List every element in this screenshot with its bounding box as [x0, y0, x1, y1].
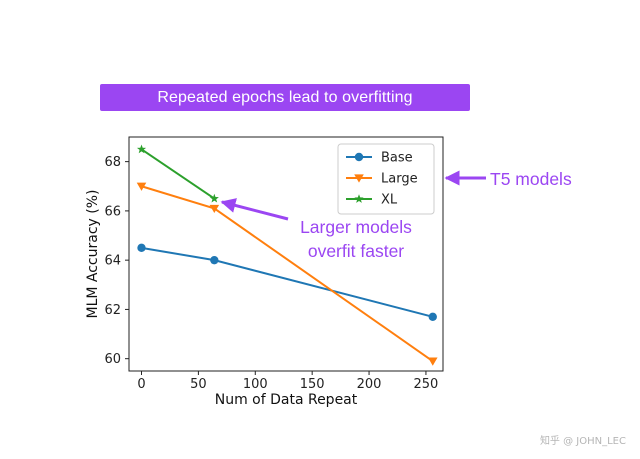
data-point-large: [427, 357, 438, 366]
y-axis-title: MLM Accuracy (%): [85, 189, 101, 318]
legend-label-base: Base: [381, 151, 413, 166]
data-point-large: [209, 204, 220, 214]
legend-box: [337, 143, 435, 215]
x-tick-label: 100: [243, 377, 268, 392]
x-tick-label: 150: [300, 377, 325, 392]
overfit-label-line1: Larger models: [300, 217, 412, 237]
t5-models-label: T5 models: [490, 169, 572, 189]
y-tick-label: 68: [104, 155, 121, 170]
legend-label-xl: XL: [381, 193, 398, 208]
overfit-arrow: [220, 198, 289, 221]
banner-title: Repeated epochs lead to overfitting: [157, 88, 413, 106]
y-tick-label: 62: [104, 303, 121, 318]
y-tick-label: 64: [104, 254, 121, 269]
data-point-xl: [209, 193, 219, 203]
title-banner: Repeated epochs lead to overfitting: [100, 84, 470, 111]
legend-label-large: Large: [381, 172, 418, 187]
y-tick-label: 60: [104, 352, 121, 367]
y-tick-label: 66: [104, 204, 121, 219]
legend-marker-base: [354, 152, 364, 162]
data-point-base: [428, 312, 437, 322]
overfit-label-line2: overfit faster: [308, 241, 404, 261]
data-point-xl: [136, 144, 147, 154]
watermark: 知乎 @ JOHN_LEC: [539, 436, 626, 447]
plot-frame: [128, 136, 444, 372]
x-tick-label: 50: [190, 377, 207, 392]
data-point-base: [137, 243, 146, 253]
legend-marker-large: [354, 174, 364, 183]
legend-marker-xl: [354, 194, 364, 203]
data-point-large: [136, 182, 147, 191]
x-tick-label: 250: [414, 377, 439, 392]
x-tick-label: 0: [137, 377, 145, 392]
x-tick-label: 200: [357, 377, 382, 392]
data-point-base: [210, 255, 219, 265]
x-axis-title: Num of Data Repeat: [215, 392, 358, 408]
plot-area: 0 50 100 150 200 250 60 62 64 66 68 Num of Data Rep…: [85, 136, 444, 408]
series-line-xl: [140, 148, 215, 200]
